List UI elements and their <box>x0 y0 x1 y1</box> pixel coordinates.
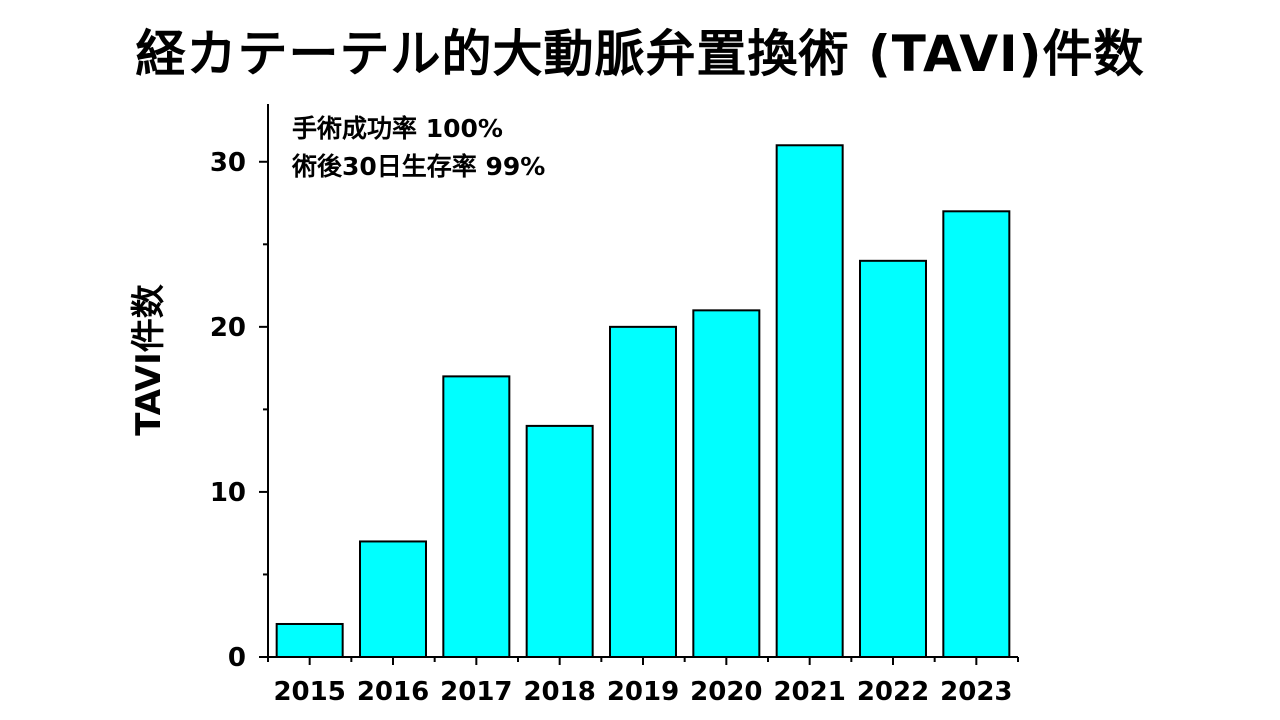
x-tick-label: 2021 <box>773 677 845 707</box>
annotation-survival-rate: 術後30日生存率 99% <box>291 152 545 181</box>
y-tick-label: 20 <box>210 313 246 343</box>
bar-2021 <box>775 144 844 659</box>
bar-2016 <box>359 540 427 658</box>
y-axis-label: TAVI件数 <box>129 284 169 436</box>
x-tick-label: 2020 <box>690 677 762 707</box>
x-tick-label: 2017 <box>440 677 512 707</box>
bar-2022 <box>859 259 927 658</box>
annotation-success-rate: 手術成功率 100% <box>292 114 503 143</box>
bar-2023 <box>942 210 1011 659</box>
chart-title: 経カテーテル的大動脈弁置換術 (TAVI)件数 <box>135 25 1145 83</box>
bar-2019 <box>609 325 677 658</box>
x-tick-label: 2023 <box>940 677 1012 707</box>
bar-2020 <box>692 309 761 658</box>
x-tick-label: 2022 <box>857 677 929 707</box>
bar-2017 <box>442 375 511 658</box>
x-tick-label: 2015 <box>273 677 345 707</box>
x-tick-label: 2019 <box>607 677 679 707</box>
y-tick-label: 30 <box>210 148 246 178</box>
y-tick-label: 10 <box>210 478 246 508</box>
bar-2018 <box>525 424 594 658</box>
bar-2015 <box>275 622 344 658</box>
x-tick-label: 2016 <box>357 677 429 707</box>
y-tick-label: 0 <box>228 643 246 673</box>
x-tick-label: 2018 <box>523 677 595 707</box>
